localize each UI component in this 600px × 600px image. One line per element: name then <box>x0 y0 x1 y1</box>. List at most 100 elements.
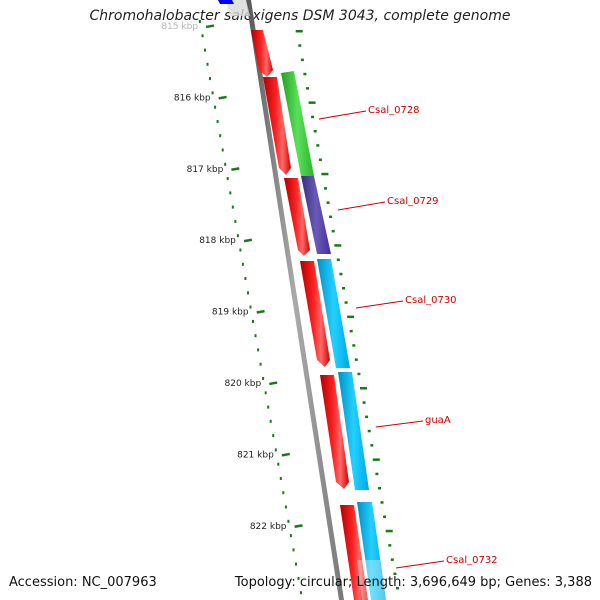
ruler-minor-tick <box>277 462 280 466</box>
ruler-minor-tick <box>264 391 267 395</box>
ruler-minor-tick <box>236 234 239 238</box>
outer-tick <box>390 558 394 561</box>
outer-tick <box>331 229 335 233</box>
outer-tick <box>385 529 393 533</box>
ruler-minor-tick <box>201 34 204 38</box>
outer-tick <box>375 472 379 476</box>
outer-ticks <box>295 30 399 590</box>
ruler-minor-tick <box>272 434 275 438</box>
outer-tick <box>378 487 381 490</box>
ruler-major-tick <box>243 238 253 243</box>
genome-backbone <box>246 0 344 600</box>
cds-arrow <box>251 30 273 77</box>
outer-tick <box>311 115 315 119</box>
gene-block-blue <box>218 0 234 4</box>
ruler-minor-tick <box>297 576 300 580</box>
ruler-minor-tick <box>211 91 214 95</box>
outer-tick <box>334 244 342 247</box>
ruler-minor-tick <box>221 148 224 152</box>
gene-track <box>218 0 386 600</box>
outer-tick <box>365 415 369 419</box>
outer-tick <box>295 30 303 33</box>
ruler-minor-tick <box>284 505 287 509</box>
ruler-minor-tick <box>234 219 237 223</box>
gene-label: Csal_0730 <box>405 295 457 306</box>
outer-tick <box>360 387 367 390</box>
cds-arrow <box>300 261 330 367</box>
gene-block-cyan-fade <box>357 560 386 600</box>
outer-tick <box>339 272 343 276</box>
ruler-label: 816 kbp <box>174 93 211 103</box>
ruler-minor-tick <box>241 262 244 266</box>
ruler-minor-tick <box>267 405 270 409</box>
gene-block-purple <box>301 176 331 254</box>
ruler-minor-tick <box>209 77 211 81</box>
ruler-minor-tick <box>226 177 229 181</box>
gene-label-leader <box>355 300 404 309</box>
cds-arrow <box>284 178 310 256</box>
outer-tick <box>342 287 345 290</box>
outer-tick <box>326 201 330 204</box>
outer-tick <box>349 329 353 333</box>
ruler-minor-tick <box>292 548 295 552</box>
ruler-minor-tick <box>198 20 201 23</box>
ruler-minor-tick <box>252 319 254 323</box>
ruler-labels: 815 kbp 816 kbp 817 kbp 818 kbp 819 kbp 820 k… <box>161 22 303 532</box>
cds-arrow <box>263 77 291 175</box>
outer-tick <box>329 215 333 219</box>
ruler-label: 815 kbp <box>161 22 198 32</box>
ruler-minor-tick <box>257 348 260 352</box>
ruler-major-tick <box>256 309 265 314</box>
ruler-minor-tick <box>231 205 234 209</box>
ruler-minor-tick <box>247 291 249 295</box>
ruler-minor-tick <box>254 334 257 338</box>
outer-tick <box>300 58 304 62</box>
ruler-minor-tick <box>287 519 290 523</box>
ruler-minor-tick <box>214 105 217 109</box>
outer-tick <box>313 130 317 133</box>
outer-tick <box>393 572 397 576</box>
ruler-minor-tick <box>279 477 282 480</box>
outer-tick <box>372 458 380 461</box>
outer-tick <box>316 144 320 147</box>
gene-block-green <box>281 71 314 176</box>
outer-tick <box>344 301 348 304</box>
gene-label-leader <box>318 110 367 120</box>
gene-block-cyan <box>357 502 386 600</box>
ruler-major-tick <box>231 167 240 171</box>
ruler-minor-tick <box>300 591 302 595</box>
outer-tick <box>324 187 327 190</box>
ruler-label: 822 kbp <box>250 522 287 532</box>
outer-tick <box>354 358 358 361</box>
outer-tick <box>321 172 329 176</box>
cds-arrow <box>340 505 368 600</box>
ruler-major-tick <box>218 95 227 100</box>
ruler-label: 819 kbp <box>212 308 249 318</box>
cds-arrow <box>320 375 349 489</box>
ruler-minor-tick <box>224 162 227 166</box>
ruler-label: 821 kbp <box>237 450 274 460</box>
gene-label: Csal_0729 <box>387 196 439 207</box>
outer-tick <box>308 101 316 104</box>
outer-tick <box>370 444 374 447</box>
outer-tick <box>380 501 384 504</box>
ruler-minor-tick <box>262 377 265 380</box>
ruler-minor-tick <box>259 362 262 366</box>
accession-text: Accession: NC_007963 <box>9 575 157 590</box>
outer-tick <box>298 44 302 47</box>
outer-tick <box>362 401 366 404</box>
map-title: Chromohalobacter salexigens DSM 3043, co… <box>89 8 511 24</box>
gene-label: Csal_0732 <box>446 555 498 566</box>
outer-tick <box>357 372 361 376</box>
ruler-minor-tick <box>274 448 277 452</box>
outer-tick <box>303 72 307 76</box>
outer-tick <box>336 258 340 261</box>
ruler-minor-tick <box>249 305 252 309</box>
ruler-ticks <box>198 20 302 595</box>
outer-tick <box>388 544 392 547</box>
ruler-major-tick <box>269 381 278 386</box>
ruler-major-tick <box>281 452 290 457</box>
outer-tick <box>352 344 356 347</box>
gene-label: Csal_0728 <box>368 105 420 116</box>
